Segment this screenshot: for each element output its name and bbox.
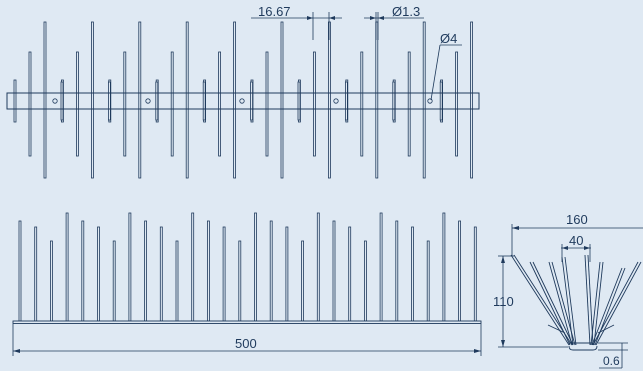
base-thickness-dimension xyxy=(598,342,628,369)
spike-medium xyxy=(265,51,269,157)
front-spike xyxy=(411,226,414,322)
spike-medium xyxy=(123,51,127,157)
spike-stub xyxy=(344,81,348,121)
pitch-label: 16.67 xyxy=(258,4,291,19)
spike-long xyxy=(280,21,284,179)
front-spike xyxy=(50,240,53,322)
base-width-dimension xyxy=(561,244,591,262)
pitch-dimension xyxy=(251,12,342,40)
front-spike xyxy=(34,226,38,322)
spike-long xyxy=(470,21,474,179)
wire-diameter-label: Ø1.3 xyxy=(392,4,420,19)
front-spike xyxy=(473,226,477,322)
front-spike xyxy=(81,220,85,322)
front-base xyxy=(12,320,482,324)
spike-long xyxy=(91,21,94,179)
hole-diameter-leader xyxy=(430,44,462,101)
spike-medium xyxy=(76,51,79,157)
front-spike xyxy=(65,212,69,322)
spike-stub xyxy=(202,81,206,121)
spike-long xyxy=(185,21,189,179)
spike-stub xyxy=(392,81,396,121)
front-spike xyxy=(379,212,383,322)
base-thickness-label: 0.6 xyxy=(603,354,620,368)
spike-medium xyxy=(170,51,174,157)
wire-diameter-dimension xyxy=(364,12,424,40)
front-spike xyxy=(97,226,100,322)
spike-stub xyxy=(297,81,301,121)
front-spike xyxy=(222,226,226,322)
front-spike xyxy=(18,220,22,322)
mounting-hole xyxy=(52,98,58,104)
front-spike xyxy=(426,240,430,322)
front-spike xyxy=(363,240,367,322)
side-view-fan xyxy=(510,254,642,351)
height-dimension xyxy=(498,255,568,348)
spike-long xyxy=(375,21,379,179)
spike-long xyxy=(422,21,426,179)
front-spike xyxy=(301,240,305,322)
length-dimension xyxy=(12,324,482,356)
front-spike xyxy=(206,220,210,322)
mounting-hole xyxy=(427,98,433,104)
base-width-label: 40 xyxy=(569,233,583,248)
spike-long xyxy=(327,21,331,179)
spike-medium xyxy=(28,51,32,157)
front-spike xyxy=(285,226,289,322)
spike-medium xyxy=(407,51,411,157)
front-spike xyxy=(442,212,446,322)
height-label: 110 xyxy=(493,294,514,309)
front-spike xyxy=(128,212,132,322)
spike-medium xyxy=(455,51,459,157)
spike-stub xyxy=(108,81,111,121)
front-spike xyxy=(175,240,179,322)
front-spike xyxy=(348,226,352,322)
spike-long xyxy=(233,21,237,179)
spike-medium xyxy=(360,51,364,157)
length-label: 500 xyxy=(235,336,257,351)
spike-medium xyxy=(218,51,222,157)
front-spike xyxy=(112,240,116,322)
front-spike xyxy=(395,220,399,322)
width-dimension xyxy=(511,224,643,256)
front-view: 500 xyxy=(12,212,482,356)
spike-medium xyxy=(312,51,316,157)
base-strip xyxy=(6,92,480,110)
front-spike xyxy=(332,220,336,322)
spike-long xyxy=(138,21,142,179)
width-label: 160 xyxy=(566,212,588,227)
front-spike xyxy=(254,212,257,322)
spike-stub xyxy=(439,81,443,121)
side-view: 160 40 110 0.6 xyxy=(493,212,643,369)
front-spike xyxy=(159,226,163,322)
front-spike xyxy=(238,240,242,322)
spike-stub xyxy=(250,81,254,121)
front-spike xyxy=(458,220,462,322)
spike-stub xyxy=(155,81,159,121)
front-spike xyxy=(191,212,195,322)
front-spike xyxy=(144,220,148,322)
front-spike xyxy=(269,220,273,322)
mounting-hole xyxy=(145,98,151,104)
spike-stub xyxy=(60,81,64,121)
mounting-hole xyxy=(333,98,339,104)
top-view-spikes xyxy=(13,21,474,179)
spike-short xyxy=(13,79,17,123)
top-view: 16.67 Ø1.3 Ø4 xyxy=(6,4,480,179)
spike-long xyxy=(43,21,47,179)
mounting-hole xyxy=(239,98,245,104)
front-spike xyxy=(316,212,320,322)
hole-diameter-label: Ø4 xyxy=(440,31,457,46)
